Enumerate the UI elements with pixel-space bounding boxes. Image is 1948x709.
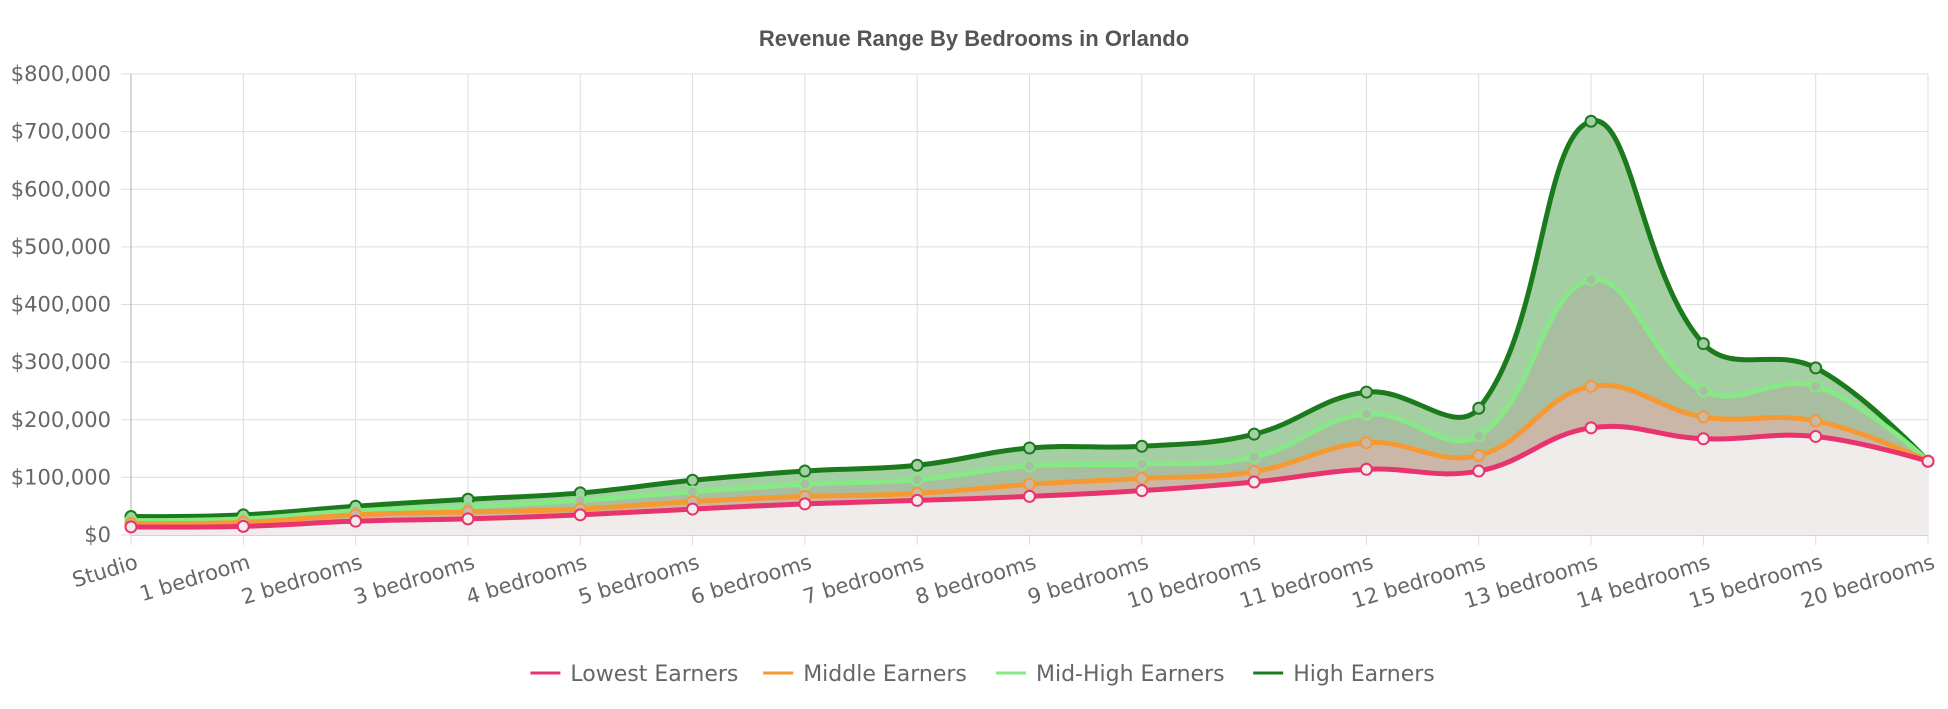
middle-earnerspoint[interactable] [1584,379,1598,393]
lowest-earnerspoint[interactable] [461,512,475,526]
mid-high-earnerspoint[interactable] [910,473,924,487]
lowest-earnerspoint[interactable] [1023,489,1036,503]
mid-high-earnerspoint[interactable] [1023,459,1036,473]
middle-earnerspoint[interactable] [1023,477,1036,491]
mid-high-earnerspoint[interactable] [798,477,812,491]
x-tick-label: 4 bedrooms [463,550,589,609]
legend-item-high-earners[interactable]: High Earners [1253,662,1435,687]
y-tick-label: $700,000 [11,120,111,144]
lowest-earnerspoint[interactable] [910,493,924,507]
y-tick-label: $600,000 [11,177,111,201]
middle-earnerspoint[interactable] [1809,414,1823,428]
middle-earnerspoint[interactable] [1359,436,1373,450]
point-layer [124,114,1935,534]
mid-high-earnerspoint[interactable] [1135,457,1149,471]
lowest-earnerspoint[interactable] [573,508,587,522]
y-tick-label: $0 [84,523,111,547]
y-tick-label: $300,000 [11,350,111,374]
middle-earnersline [128,382,1931,527]
x-tick-label: 7 bedrooms [800,550,926,609]
lowest-earnerspoint[interactable] [1135,484,1149,498]
high-earnerspoint[interactable] [1247,427,1261,441]
mid-high-earnerspoint[interactable] [1584,273,1598,287]
legend-label: Mid-High Earners [1036,662,1225,687]
high-earnerspoint[interactable] [1696,337,1710,351]
y-tick-label: $500,000 [11,235,111,259]
lowest-earnerspoint[interactable] [1472,464,1486,478]
lowest-earnerspoint[interactable] [124,520,138,534]
x-tick-label: 2 bedrooms [239,550,365,609]
middle-earnerspoint[interactable] [1247,465,1261,479]
lowest-earnersarea [131,426,1928,535]
mid-high-earnerspoint[interactable] [1247,450,1261,464]
legend-label: Middle Earners [803,662,967,687]
lowest-earnerspoint[interactable] [1921,454,1935,468]
lowest-earnerspoint[interactable] [236,519,250,533]
y-tick-label: $100,000 [11,465,111,489]
y-tick-label: $200,000 [11,408,111,432]
mid-high-earnerspoint[interactable] [1472,429,1486,443]
high-earnerspoint[interactable] [910,458,924,472]
y-axis: $0 $100,000 $200,000 $300,000 $400,000 $500,0… [11,62,111,547]
mid-high-earnerspoint[interactable] [1359,407,1373,421]
high-earnerspoint[interactable] [686,473,700,487]
lowest-earnerspoint[interactable] [1247,475,1261,489]
high-earnerspoint[interactable] [1135,439,1149,453]
high-earnerspoint[interactable] [1584,114,1598,128]
middle-earnerspoint[interactable] [1472,448,1486,462]
legend-label: Lowest Earners [570,662,738,687]
chart-title: Revenue Range By Bedrooms in Orlando [759,26,1189,51]
lowest-earnerspoint[interactable] [1359,462,1373,476]
high-earnerspoint[interactable] [1472,401,1486,415]
x-tick-label: 5 bedrooms [576,550,702,609]
legend-item-middle-earners[interactable]: Middle Earners [763,662,967,687]
mid-high-earnerspoint[interactable] [1696,384,1710,398]
legend-label: High Earners [1293,662,1435,687]
lowest-earnerspoint[interactable] [1584,421,1598,435]
legend-item-mid-high-earners[interactable]: Mid-High Earners [996,662,1225,687]
middle-earnerspoint[interactable] [1696,410,1710,424]
x-tick-label: Studio [69,550,140,593]
middle-earnerspoint[interactable] [1135,472,1149,486]
x-tick-label: 6 bedrooms [688,550,814,609]
x-tick-label: 8 bedrooms [913,550,1039,609]
lowest-earnerspoint[interactable] [798,497,812,511]
x-tick-label: 1 bedroom [137,550,253,606]
mid-high-earnersline [128,276,1931,524]
lowest-earnerspoint[interactable] [1809,429,1823,443]
legend-item-lowest-earners[interactable]: Lowest Earners [530,662,738,687]
high-earnerspoint[interactable] [1359,385,1373,399]
high-earnerspoint[interactable] [1809,361,1823,375]
x-tick-label: 3 bedrooms [351,550,477,609]
high-earnerspoint[interactable] [798,464,812,478]
lowest-earnerspoint[interactable] [686,502,700,516]
lowest-earnerspoint[interactable] [349,514,363,528]
mid-high-earnerspoint[interactable] [1809,379,1823,393]
legend[interactable]: Lowest Earners Middle Earners Mid-High Ear… [530,662,1435,687]
y-tick-label: $800,000 [11,62,111,86]
lowest-earnerspoint[interactable] [1696,432,1710,446]
high-earnerspoint[interactable] [1023,441,1036,455]
y-tick-label: $400,000 [11,293,111,317]
